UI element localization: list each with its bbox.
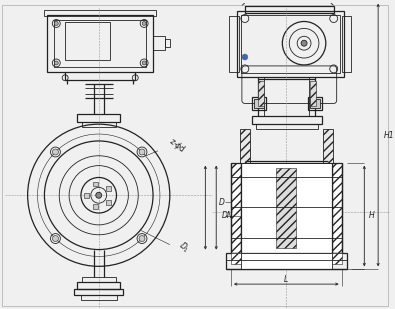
- Circle shape: [54, 22, 58, 25]
- Text: D: D: [219, 198, 225, 207]
- Bar: [240, 129, 250, 163]
- Bar: [252, 96, 265, 110]
- Bar: [323, 129, 333, 163]
- Text: H1: H1: [384, 130, 395, 140]
- Bar: [258, 81, 263, 106]
- Bar: [82, 122, 115, 127]
- Bar: [237, 11, 344, 77]
- Bar: [241, 252, 332, 269]
- Bar: [44, 10, 156, 15]
- Bar: [310, 99, 320, 108]
- Circle shape: [139, 149, 145, 155]
- Circle shape: [53, 149, 58, 155]
- Bar: [256, 124, 318, 129]
- Circle shape: [142, 61, 146, 65]
- Circle shape: [53, 235, 58, 242]
- Bar: [65, 23, 109, 60]
- Bar: [85, 193, 89, 198]
- Bar: [276, 167, 296, 248]
- Circle shape: [96, 192, 102, 198]
- Circle shape: [242, 54, 248, 60]
- Text: $D_1$: $D_1$: [176, 239, 192, 256]
- Bar: [92, 204, 98, 209]
- Bar: [106, 186, 111, 191]
- Bar: [106, 200, 111, 205]
- Circle shape: [54, 61, 58, 65]
- Text: H: H: [369, 211, 375, 221]
- Text: z-$\phi$d: z-$\phi$d: [166, 135, 188, 157]
- Bar: [231, 163, 241, 252]
- Bar: [77, 282, 120, 289]
- Bar: [231, 252, 342, 265]
- Circle shape: [301, 40, 307, 46]
- Circle shape: [142, 22, 146, 25]
- Circle shape: [139, 235, 145, 242]
- Bar: [81, 295, 117, 300]
- Bar: [310, 81, 316, 106]
- Text: DN: DN: [222, 211, 234, 221]
- Bar: [252, 116, 322, 124]
- Bar: [226, 252, 346, 269]
- Bar: [254, 99, 263, 108]
- Bar: [245, 6, 334, 13]
- Bar: [241, 15, 340, 73]
- Text: L: L: [284, 275, 288, 284]
- Bar: [332, 163, 342, 252]
- Bar: [342, 15, 352, 72]
- Bar: [77, 114, 120, 122]
- Bar: [82, 277, 115, 282]
- Bar: [92, 181, 98, 186]
- Bar: [308, 96, 322, 110]
- Bar: [74, 289, 123, 295]
- Bar: [54, 19, 146, 67]
- Bar: [229, 15, 239, 72]
- Bar: [153, 36, 165, 50]
- Bar: [241, 163, 332, 252]
- Bar: [165, 39, 170, 47]
- Bar: [47, 15, 153, 72]
